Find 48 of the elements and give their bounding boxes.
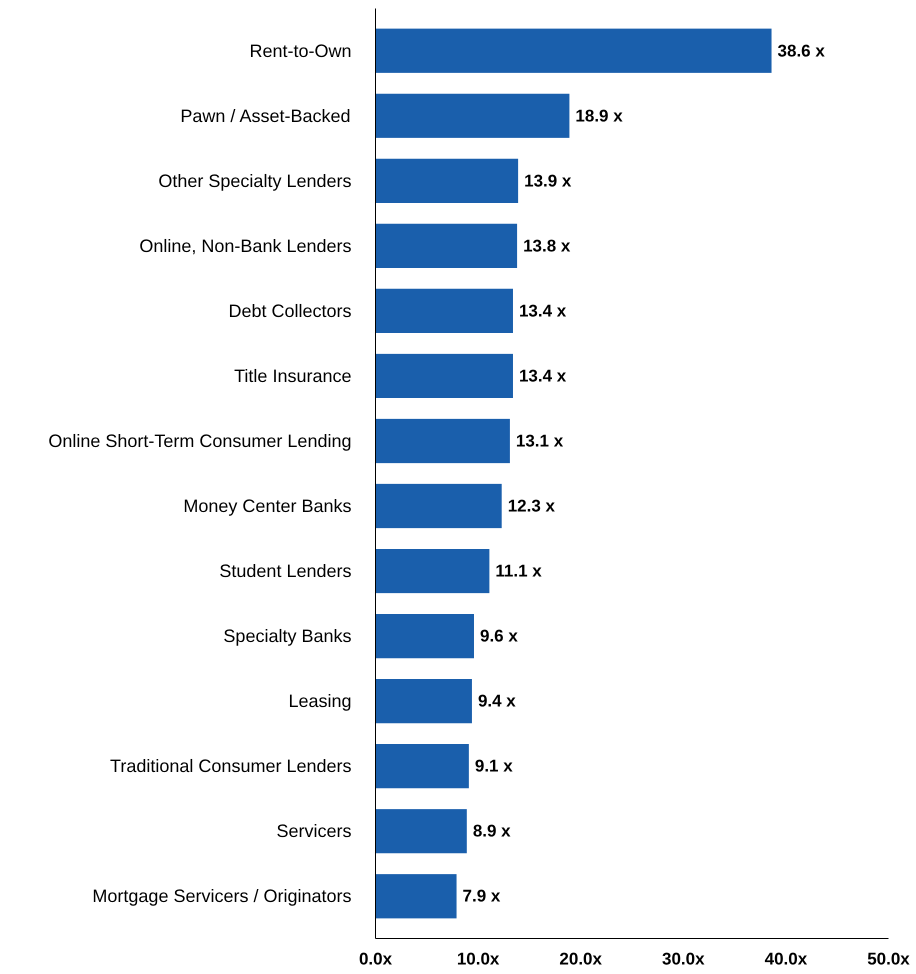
data-label: 38.6 x xyxy=(778,41,826,60)
y-tick-label: Money Center Banks xyxy=(183,496,352,516)
y-tick-label: Traditional Consumer Lenders xyxy=(110,756,352,776)
y-tick-label: Student Lenders xyxy=(219,561,352,582)
data-label: 13.8 x xyxy=(523,236,571,256)
y-tick-label: Servicers xyxy=(276,821,352,842)
bar xyxy=(376,158,518,203)
bar xyxy=(376,418,510,464)
bar xyxy=(376,354,513,398)
bar xyxy=(376,224,518,268)
data-label: 9.1 x xyxy=(474,756,514,776)
bar xyxy=(376,484,502,528)
y-tick-label: Online, Non-Bank Lenders xyxy=(139,236,352,256)
data-label: 13.4 x xyxy=(518,301,567,320)
bar xyxy=(376,94,570,138)
x-tick-label: 0.0x xyxy=(358,950,393,968)
data-label: 8.9 x xyxy=(472,822,512,841)
y-tick-label: Other Specialty Lenders xyxy=(158,170,352,191)
y-tick-label: Title Insurance xyxy=(234,366,352,386)
data-label: 13.1 x xyxy=(516,431,564,450)
bar xyxy=(376,288,513,334)
bar xyxy=(376,679,472,724)
x-tick-label: 50.0x xyxy=(867,950,910,968)
x-tick-label: 40.0x xyxy=(764,950,808,968)
bar xyxy=(376,744,469,788)
y-tick-label: Pawn / Asset-Backed xyxy=(180,106,351,126)
y-tick-label: Debt Collectors xyxy=(228,300,352,321)
data-label: 12.3 x xyxy=(508,496,556,516)
y-tick-label: Mortgage Servicers / Originators xyxy=(92,886,352,906)
data-label: 11.1 x xyxy=(495,562,542,581)
bar xyxy=(376,809,467,854)
bar xyxy=(376,614,474,658)
data-label: 18.9 x xyxy=(575,106,624,126)
data-label: 13.9 x xyxy=(524,171,572,190)
y-tick-label: Online Short-Term Consumer Lending xyxy=(48,430,352,451)
bar xyxy=(376,548,490,594)
data-label: 7.9 x xyxy=(462,886,501,906)
y-tick-label: Leasing xyxy=(288,691,352,712)
data-label: 9.4 x xyxy=(478,692,516,711)
x-tick-label: 30.0x xyxy=(662,950,706,968)
bar xyxy=(376,874,457,918)
data-label: 13.4 x xyxy=(518,366,567,386)
x-tick-label: 10.0x xyxy=(456,950,500,968)
bar xyxy=(376,28,772,73)
y-tick-label: Specialty Banks xyxy=(223,626,352,646)
x-tick-label: 20.0x xyxy=(559,950,603,968)
y-tick-label: Rent-to-Own xyxy=(249,40,352,61)
data-label: 9.6 x xyxy=(480,626,518,646)
